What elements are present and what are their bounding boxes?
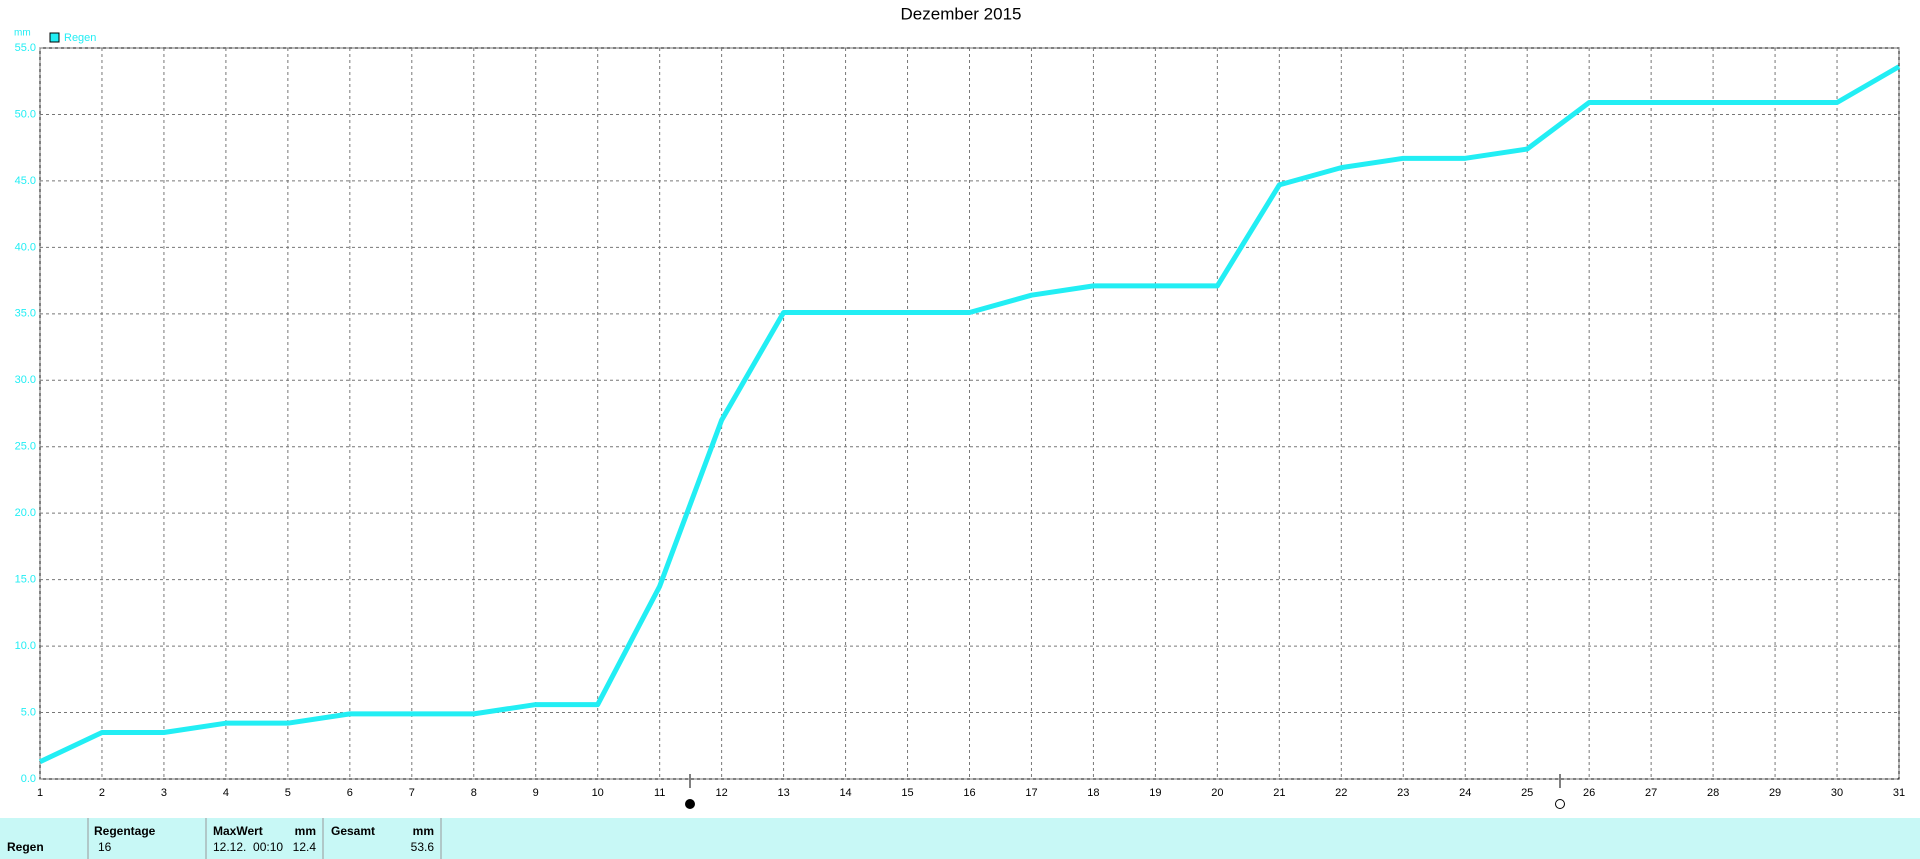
- x-tick-label: 15: [901, 787, 913, 799]
- y-tick-label: 25.0: [15, 441, 36, 453]
- chart-title: Dezember 2015: [901, 4, 1022, 23]
- footer: Regen Regentage 16 MaxWert mm 12.12. 00:…: [0, 818, 1920, 859]
- col-date: 12.12. 00:10: [213, 840, 283, 854]
- x-tick-label: 23: [1397, 787, 1409, 799]
- x-tick-label: 18: [1087, 787, 1099, 799]
- y-tick-label: 15.0: [15, 574, 36, 586]
- data-line: [38, 64, 1901, 764]
- x-tick-label: 16: [963, 787, 975, 799]
- x-tick-label: 7: [409, 787, 415, 799]
- col-unit: mm: [295, 824, 316, 838]
- moon-icon: [685, 799, 695, 809]
- legend-label: Regen: [64, 32, 96, 44]
- x-tick-label: 26: [1583, 787, 1595, 799]
- y-unit: mm: [14, 28, 31, 39]
- x-tick-label: 19: [1149, 787, 1161, 799]
- x-tick-label: 21: [1273, 787, 1285, 799]
- x-tick-label: 28: [1707, 787, 1719, 799]
- col-header: Regentage: [94, 824, 156, 838]
- x-tick-label: 3: [161, 787, 167, 799]
- y-tick-label: 35.0: [15, 308, 36, 320]
- x-tick-label: 20: [1211, 787, 1223, 799]
- x-tick-label: 5: [285, 787, 291, 799]
- x-tick-label: 12: [716, 787, 728, 799]
- row-label: Regen: [7, 840, 44, 854]
- x-tick-label: 10: [592, 787, 604, 799]
- x-tick-label: 11: [654, 787, 665, 799]
- footer-bg: [0, 818, 1920, 859]
- col-value: 16: [98, 840, 112, 854]
- x-tick-label: 8: [471, 787, 477, 799]
- col-value: 12.4: [293, 840, 317, 854]
- x-tick-label: 1: [37, 787, 43, 799]
- col-header: Gesamt: [331, 824, 375, 838]
- x-tick-label: 2: [99, 787, 105, 799]
- y-tick-label: 0.0: [21, 773, 36, 785]
- x-tick-label: 6: [347, 787, 353, 799]
- x-tick-label: 30: [1831, 787, 1843, 799]
- x-tick-label: 22: [1335, 787, 1347, 799]
- x-tick-label: 29: [1769, 787, 1781, 799]
- y-tick-label: 45.0: [15, 175, 36, 187]
- x-tick-label: 31: [1893, 787, 1905, 799]
- x-tick-label: 4: [223, 787, 229, 799]
- x-tick-label: 25: [1521, 787, 1533, 799]
- legend-swatch: [49, 32, 60, 43]
- x-tick-label: 14: [839, 787, 851, 799]
- col-value: 53.6: [411, 840, 435, 854]
- y-tick-label: 20.0: [15, 507, 36, 519]
- x-tick-label: 27: [1645, 787, 1657, 799]
- y-tick-label: 30.0: [15, 374, 36, 386]
- y-tick-label: 40.0: [15, 241, 36, 253]
- x-tick-label: 13: [777, 787, 789, 799]
- moon-icon: [1555, 799, 1565, 809]
- x-tick-label: 17: [1025, 787, 1037, 799]
- x-tick-label: 24: [1459, 787, 1471, 799]
- col-unit: mm: [413, 824, 434, 838]
- x-tick-label: 9: [533, 787, 539, 799]
- y-tick-label: 50.0: [15, 108, 36, 120]
- col-header: MaxWert: [213, 824, 263, 838]
- y-tick-label: 10.0: [15, 640, 36, 652]
- y-tick-label: 55.0: [15, 42, 36, 54]
- y-tick-label: 5.0: [21, 706, 36, 718]
